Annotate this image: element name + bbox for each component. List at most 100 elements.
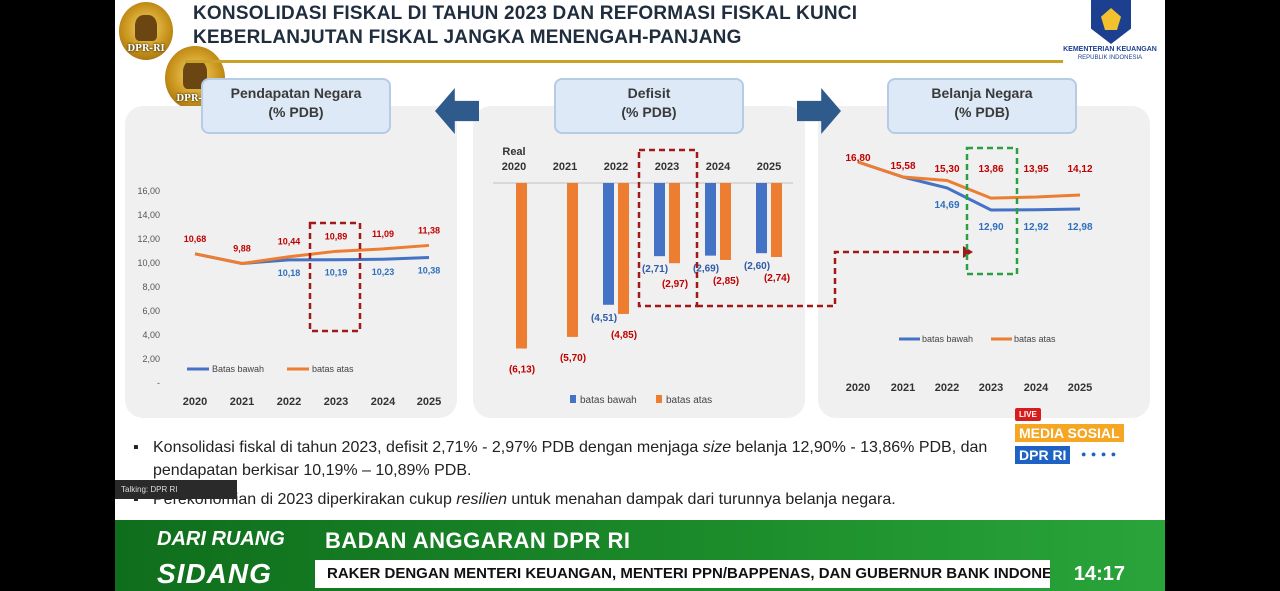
pendapatan-panel bbox=[125, 106, 457, 418]
data-label: 10,89 bbox=[325, 231, 348, 241]
legend-label: batas atas bbox=[312, 364, 354, 374]
data-label: (2,85) bbox=[713, 276, 739, 287]
y-tick-label: 14,00 bbox=[137, 210, 160, 220]
data-label: (5,70) bbox=[560, 353, 586, 364]
data-label: 14,69 bbox=[934, 200, 959, 211]
x-tick-label: 2024 bbox=[1024, 382, 1049, 394]
data-label: (2,60) bbox=[744, 261, 770, 272]
legend-label: batas atas bbox=[1014, 334, 1056, 344]
data-label: (6,13) bbox=[509, 365, 535, 376]
data-label: (2,69) bbox=[693, 264, 719, 275]
bar-batas-bawah bbox=[756, 183, 767, 254]
data-label: (4,85) bbox=[611, 330, 637, 341]
data-label: 11,09 bbox=[372, 229, 394, 239]
x-tick-label: 2022 bbox=[935, 382, 959, 394]
data-label: 10,19 bbox=[325, 268, 348, 278]
data-label: 13,95 bbox=[1023, 164, 1048, 175]
data-label: 14,12 bbox=[1067, 164, 1092, 175]
legend-label: batas bawah bbox=[580, 395, 637, 406]
x-tick-label: 2024 bbox=[371, 396, 396, 408]
dpr-seal-small: DPR-RI bbox=[117, 0, 175, 62]
program-title: BADAN ANGGARAN DPR RI bbox=[325, 528, 631, 553]
y-tick-label: 4,00 bbox=[142, 330, 160, 340]
slide-title: KONSOLIDASI FISKAL DI TAHUN 2023 DAN REF… bbox=[193, 3, 858, 48]
data-label: 10,38 bbox=[418, 265, 441, 275]
social-icons: ● ● ● ● bbox=[1081, 449, 1118, 459]
x-tick-label: 2020 bbox=[183, 396, 207, 408]
belanja-panel bbox=[818, 106, 1150, 418]
x-tick-label: 2022 bbox=[604, 161, 628, 173]
title-underline bbox=[185, 60, 1063, 63]
x-tick-label: 2023 bbox=[324, 396, 348, 408]
data-label: (2,97) bbox=[662, 279, 688, 290]
y-tick-label: 8,00 bbox=[142, 282, 160, 292]
data-label: 13,86 bbox=[978, 164, 1003, 175]
bar-batas-atas bbox=[516, 183, 527, 349]
legend-swatch bbox=[656, 395, 662, 403]
y-tick-label: 16,00 bbox=[137, 186, 160, 196]
data-label: (4,51) bbox=[591, 313, 617, 324]
legend-label: batas bawah bbox=[922, 334, 973, 344]
data-label: 12,92 bbox=[1023, 222, 1048, 233]
y-tick-label: 10,00 bbox=[137, 258, 160, 268]
clock: 14:17 bbox=[1073, 563, 1125, 585]
x-tick-label: 2023 bbox=[655, 161, 679, 173]
pendapatan-header: Pendapatan Negara (% PDB) bbox=[201, 78, 391, 134]
media-sosial-badge: LIVE MEDIA SOSIAL DPR RI ● ● ● ● bbox=[1015, 408, 1140, 468]
highlight-2023-box bbox=[965, 146, 1019, 276]
data-label: 10,68 bbox=[184, 234, 207, 244]
series-line-batas-atas bbox=[194, 243, 430, 265]
y-tick-label: - bbox=[157, 378, 160, 388]
x-tick-label: 2020 bbox=[846, 382, 870, 394]
bar-batas-bawah bbox=[705, 183, 716, 256]
bar-batas-atas bbox=[567, 183, 578, 337]
x-tick-label: 2021 bbox=[891, 382, 915, 394]
bar-batas-atas bbox=[669, 183, 680, 264]
bar-batas-atas bbox=[618, 183, 629, 314]
bullet-1: Konsolidasi fiskal di tahun 2023, defisi… bbox=[133, 436, 1163, 482]
live-badge: LIVE bbox=[1015, 408, 1041, 421]
connector-arrowhead-icon bbox=[963, 246, 973, 258]
x-tick-label: 2025 bbox=[1068, 382, 1092, 394]
data-label: 15,30 bbox=[934, 164, 959, 175]
data-label: 12,98 bbox=[1067, 222, 1092, 233]
y-tick-label: 6,00 bbox=[142, 306, 160, 316]
talking-indicator: Talking: DPR RI bbox=[115, 480, 237, 499]
data-label: 10,44 bbox=[278, 237, 301, 247]
x-tick-label: Real bbox=[502, 146, 525, 158]
data-label: 11,38 bbox=[418, 225, 440, 235]
x-tick-label: 2022 bbox=[277, 396, 301, 408]
x-tick-label: 2023 bbox=[979, 382, 1003, 394]
data-label: (2,74) bbox=[764, 273, 790, 284]
bar-batas-atas bbox=[720, 183, 731, 260]
bullet-2: Perekonomian di 2023 diperkirakan cukup … bbox=[133, 488, 1163, 511]
x-tick-label: 2025 bbox=[757, 161, 781, 173]
data-label: 16,80 bbox=[845, 153, 870, 164]
belanja-header: Belanja Negara (% PDB) bbox=[887, 78, 1077, 134]
x-tick-label: 2021 bbox=[230, 396, 254, 408]
bullet-list: Konsolidasi fiskal di tahun 2023, defisi… bbox=[133, 436, 1163, 517]
defisit-header: Defisit (% PDB) bbox=[554, 78, 744, 134]
kemenkeu-logo: KEMENTERIAN KEUANGAN REPUBLIK INDONESIA bbox=[1055, 0, 1165, 64]
x-tick-label: 2024 bbox=[706, 161, 731, 173]
news-ticker: RAKER DENGAN MENTERI KEUANGAN, MENTERI P… bbox=[315, 560, 1050, 588]
legend-label: Batas bawah bbox=[212, 364, 264, 374]
series-line-batas-atas bbox=[857, 160, 1081, 200]
connector-line bbox=[697, 250, 963, 308]
slide-frame: DPR-RI DPR-RI KONSOLIDASI FISKAL DI TAHU… bbox=[115, 0, 1165, 591]
bar-batas-bawah bbox=[603, 183, 614, 305]
legend-swatch bbox=[570, 395, 576, 403]
broadcast-lower-third: DARI RUANG SIDANG BADAN ANGGARAN DPR RI … bbox=[115, 520, 1165, 591]
data-label: 15,58 bbox=[890, 161, 915, 172]
x-tick-label: 2020 bbox=[502, 161, 526, 173]
data-label: 9,88 bbox=[233, 243, 251, 253]
bar-batas-bawah bbox=[654, 183, 665, 257]
data-label: 10,18 bbox=[278, 268, 301, 278]
data-label: (2,71) bbox=[642, 264, 668, 275]
x-tick-label: 2025 bbox=[417, 396, 441, 408]
highlight-2023-box bbox=[308, 221, 362, 333]
y-tick-label: 12,00 bbox=[137, 234, 160, 244]
highlight-2023-box bbox=[637, 148, 699, 308]
charts-svg: 16,00 14,00 12,00 10,00 8,00 6,00 4,00 2,00 - 10,… bbox=[137, 146, 1092, 408]
legend-label: batas atas bbox=[666, 395, 712, 406]
